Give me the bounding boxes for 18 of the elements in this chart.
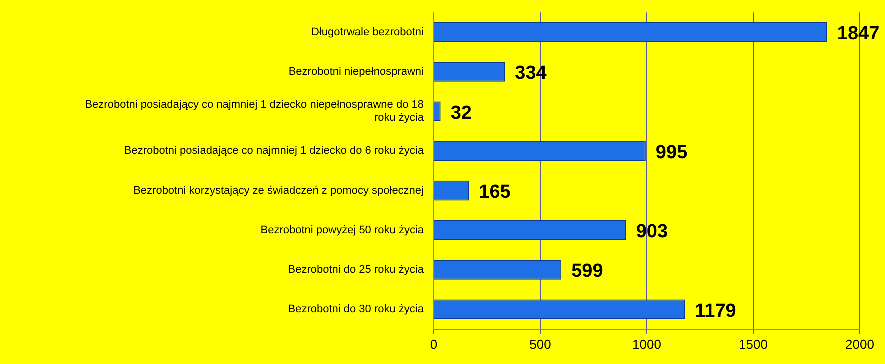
data-label: 995 [656, 142, 688, 164]
x-tick-label: 500 [530, 336, 552, 352]
data-label: 599 [572, 261, 604, 282]
y-tick-label: Bezrobotni niepełnosprawni [288, 66, 424, 78]
y-tick-label: Bezrobotni posiadający co najmniej 1 dziecko niepełnosprawne do 18 roku życia [85, 99, 425, 124]
y-tick-label: Długotrwale bezrobotni [311, 26, 424, 38]
x-tick-label: 0 [430, 336, 438, 352]
x-tick-label: 1500 [739, 336, 768, 352]
y-tick-label: Bezrobotni posiadające co najmniej 1 dziecko do 6 roku życia [124, 145, 425, 158]
y-tick-label: Bezrobotni powyżej 50 roku życia [260, 224, 425, 236]
data-label: 32 [450, 102, 472, 124]
x-tick-label: 1000 [632, 336, 662, 352]
data-label: 1179 [695, 300, 736, 322]
data-label: 165 [479, 182, 512, 204]
y-tick-label: Bezrobotni do 25 roku życia [288, 264, 425, 276]
y-tick-label: Bezrobotni do 30 roku życia [288, 304, 425, 316]
x-tick-label: 2000 [846, 336, 874, 352]
y-tick-label: Bezrobotni korzystający ze świadczeń z pomocy społecznej [134, 184, 424, 197]
